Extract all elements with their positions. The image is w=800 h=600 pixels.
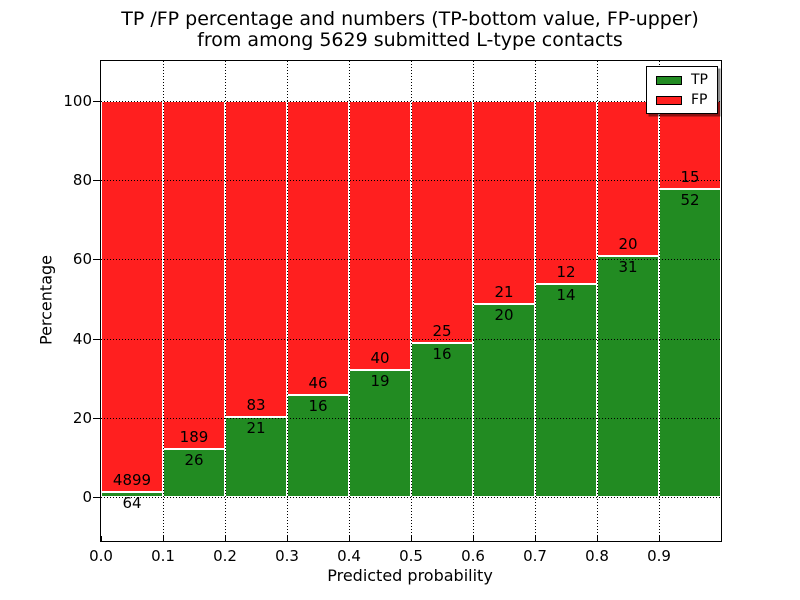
fp-bar-segment bbox=[535, 100, 597, 284]
x-tick bbox=[101, 536, 102, 541]
fp-count-label: 20 bbox=[618, 235, 638, 254]
tp-count-label: 19 bbox=[370, 371, 390, 390]
x-tick-label: 0.6 bbox=[461, 547, 485, 565]
y-tick-label: 60 bbox=[72, 250, 92, 269]
tp-bar-segment bbox=[163, 449, 225, 498]
fp-bar-segment bbox=[163, 100, 225, 450]
v-gridline bbox=[225, 61, 226, 541]
fp-legend-label: FP bbox=[691, 92, 708, 108]
chart-title-line2: from among 5629 submitted L-type contact… bbox=[197, 29, 623, 51]
fp-count-label: 21 bbox=[494, 282, 514, 301]
v-gridline bbox=[659, 61, 660, 541]
tp-count-label: 52 bbox=[680, 191, 700, 210]
fp-count-label: 83 bbox=[246, 396, 266, 415]
x-tick-label: 0.7 bbox=[523, 547, 547, 565]
x-tick-label: 0.3 bbox=[275, 547, 299, 565]
tp-bar-segment bbox=[411, 342, 473, 498]
x-tick-label: 0.9 bbox=[647, 547, 671, 565]
legend: TP FP bbox=[646, 66, 718, 114]
tp-count-label: 64 bbox=[122, 494, 142, 513]
tp-count-label: 16 bbox=[432, 344, 452, 363]
x-tick-label: 0.1 bbox=[151, 547, 175, 565]
x-tick-label: 0.8 bbox=[585, 547, 609, 565]
x-tick-label: 0.5 bbox=[399, 547, 423, 565]
tp-bar-segment bbox=[287, 394, 349, 498]
chart-title: TP /FP percentage and numbers (TP-bottom… bbox=[100, 9, 720, 51]
fp-bar-segment bbox=[473, 100, 535, 304]
tp-bar-segment bbox=[659, 189, 721, 498]
fp-count-label: 189 bbox=[179, 428, 209, 447]
tp-legend-swatch bbox=[656, 75, 682, 85]
fp-bar-segment bbox=[225, 100, 287, 418]
y-tick-label: 80 bbox=[72, 171, 92, 189]
y-tick-label: 0 bbox=[82, 488, 92, 507]
fp-bar-segment bbox=[597, 100, 659, 257]
y-tick bbox=[93, 497, 100, 499]
tp-count-label: 14 bbox=[556, 285, 576, 304]
y-tick bbox=[93, 180, 100, 181]
x-axis-label: Predicted probability bbox=[327, 566, 493, 585]
tp-count-label: 16 bbox=[308, 396, 328, 415]
fp-legend-swatch bbox=[656, 95, 682, 105]
fp-bar-segment bbox=[101, 100, 163, 493]
v-gridline bbox=[597, 61, 598, 541]
fp-count-label: 15 bbox=[680, 168, 700, 187]
y-tick-label: 40 bbox=[72, 329, 92, 348]
y-tick-label: 20 bbox=[72, 409, 92, 428]
v-gridline bbox=[287, 61, 288, 541]
v-gridline bbox=[163, 61, 164, 541]
chart-title-line1: TP /FP percentage and numbers (TP-bottom… bbox=[121, 8, 699, 30]
v-gridline bbox=[411, 61, 412, 541]
tp-bar-segment bbox=[101, 492, 163, 498]
fp-count-label: 40 bbox=[370, 348, 390, 367]
fp-count-label: 12 bbox=[556, 262, 576, 281]
fp-bar-segment bbox=[287, 100, 349, 395]
tp-bar-segment bbox=[473, 303, 535, 498]
x-tick-label: 0.4 bbox=[337, 547, 361, 565]
y-tick bbox=[93, 338, 100, 340]
fp-bar-segment bbox=[411, 100, 473, 343]
v-gridline bbox=[535, 61, 536, 541]
tp-count-label: 21 bbox=[246, 419, 266, 438]
fp-bar-segment bbox=[349, 100, 411, 370]
y-tick-label: 100 bbox=[63, 91, 92, 110]
fp-bar-segment bbox=[659, 100, 721, 190]
tp-count-label: 26 bbox=[184, 451, 204, 470]
x-tick-label: 0.2 bbox=[213, 547, 237, 565]
tp-bar-segment bbox=[535, 283, 597, 498]
tp-bar-segment bbox=[597, 256, 659, 498]
legend-item-fp: FP bbox=[656, 93, 708, 107]
v-gridline bbox=[473, 61, 474, 541]
tp-count-label: 31 bbox=[618, 258, 638, 277]
y-tick bbox=[93, 100, 100, 102]
fp-count-label: 25 bbox=[432, 321, 452, 340]
tp-legend-label: TP bbox=[691, 72, 708, 88]
y-tick bbox=[93, 418, 100, 420]
legend-item-tp: TP bbox=[656, 73, 708, 87]
plot-area: TP FP 4899 64 189 26 83 21 46 16 40 19 25 16 21 20 12 1… bbox=[93, 60, 722, 542]
fp-count-label: 4899 bbox=[112, 471, 152, 490]
y-tick bbox=[93, 259, 100, 261]
tp-count-label: 20 bbox=[494, 305, 514, 324]
x-tick-label: 0.0 bbox=[89, 547, 113, 565]
fp-count-label: 46 bbox=[308, 373, 328, 392]
v-gridline bbox=[349, 61, 350, 541]
